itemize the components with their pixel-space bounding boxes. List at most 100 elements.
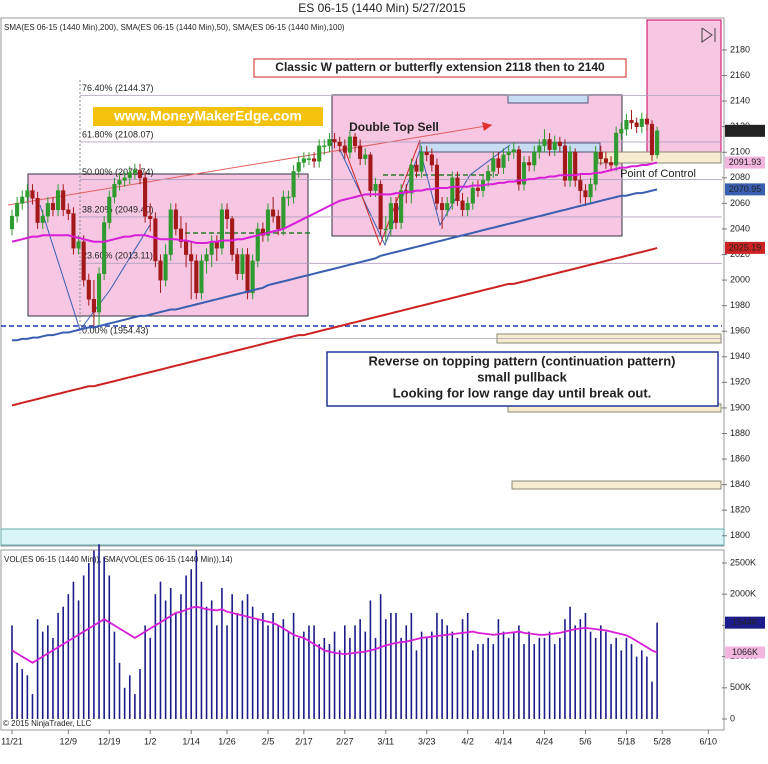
value-label: 1066K	[732, 647, 758, 657]
candle-body	[255, 228, 260, 262]
volume-bar	[251, 606, 254, 720]
candle-body	[250, 260, 255, 294]
candle-body	[634, 122, 639, 127]
candle-body	[168, 209, 173, 255]
volume-bar	[256, 619, 259, 720]
y-tick-label: 2500K	[730, 557, 756, 567]
candle-body	[399, 190, 404, 223]
volume-bar	[77, 600, 80, 720]
candle-body	[537, 145, 542, 153]
y-tick-label: 1860	[730, 453, 750, 463]
candle-body	[352, 136, 358, 147]
zone	[511, 480, 722, 490]
y-tick-label: 2000K	[730, 589, 756, 599]
candle-body	[173, 209, 178, 230]
volume-bar	[277, 625, 280, 720]
x-tick-label: 2/27	[336, 736, 354, 746]
candle-body	[45, 203, 50, 217]
volume-bar	[134, 694, 136, 720]
volume-sma-line	[11, 605, 658, 664]
y-tick-label: 2020	[730, 249, 750, 259]
volume-bar	[400, 637, 402, 720]
candle-body	[30, 190, 35, 199]
volume-bar	[31, 694, 34, 720]
volume-bar	[615, 637, 617, 720]
volume-panel	[0, 549, 725, 731]
candle-body	[578, 180, 583, 191]
volume-bar	[564, 619, 566, 720]
candle-body	[184, 241, 189, 255]
volume-bar	[441, 619, 443, 720]
volume-bar	[646, 656, 648, 720]
volume-bar	[128, 675, 131, 720]
annotation-box	[253, 58, 627, 78]
y-tick-label: 500K	[730, 682, 751, 692]
x-tick-label: 5/6	[579, 736, 592, 746]
candle-body	[56, 190, 61, 211]
candle-body	[224, 209, 230, 219]
x-tick-label: 6/10	[700, 736, 718, 746]
candle-body	[107, 196, 112, 223]
volume-bar	[512, 631, 515, 720]
volume-bar	[425, 637, 428, 720]
candle-body	[501, 154, 506, 168]
candle-body	[296, 162, 301, 172]
volume-bar	[466, 612, 469, 720]
candle-body	[368, 154, 373, 191]
candle-body	[383, 228, 388, 231]
volume-bar	[420, 631, 423, 720]
candle-body	[15, 203, 20, 217]
volume-bar	[57, 612, 59, 720]
candle-body	[245, 254, 250, 294]
volume-bar	[538, 637, 541, 720]
candle-body	[117, 180, 122, 185]
volume-bar	[52, 637, 54, 720]
fib-label: 23.60% (2013.11)	[82, 251, 153, 261]
y-tick-label: 2140	[730, 95, 750, 105]
volume-bar	[144, 625, 146, 720]
volume-bar	[635, 656, 638, 720]
x-tick-label: 2/5	[262, 736, 275, 746]
candle-body	[347, 136, 352, 153]
annotation[interactable]: www.MoneyMakerEdge.com	[113, 108, 302, 124]
candle-body	[429, 154, 434, 166]
volume-bar	[384, 619, 387, 720]
value-label-bg	[725, 124, 765, 137]
candle-body	[450, 177, 455, 204]
volume-bar	[492, 644, 495, 720]
volume-bar	[364, 631, 367, 720]
x-tick-label: 1/14	[182, 736, 200, 746]
candle-body	[445, 203, 450, 211]
volume-bar	[231, 594, 233, 720]
x-tick-label: 4/2	[461, 736, 474, 746]
candle-body	[9, 215, 15, 230]
volume-bar	[11, 625, 13, 720]
value-label-bg	[725, 646, 765, 659]
volume-bar	[574, 625, 576, 720]
candle-body	[91, 299, 96, 313]
candle-body	[603, 158, 608, 163]
candle-body	[424, 151, 429, 156]
candle-body	[291, 171, 296, 198]
candle-body	[639, 118, 644, 127]
volume-bar	[200, 581, 203, 720]
volume-bar	[241, 600, 244, 720]
candle-body	[378, 183, 383, 230]
volume-bar	[272, 612, 274, 720]
volume-bar	[47, 625, 49, 720]
candle-body	[593, 151, 598, 185]
candle-body	[25, 190, 30, 198]
y-tick-label: 1960	[730, 326, 750, 336]
candle-body	[337, 141, 342, 147]
price-panel	[0, 17, 725, 547]
volume-bar	[210, 600, 213, 720]
candle-body	[465, 203, 470, 211]
candle-body	[66, 209, 71, 214]
volume-bar	[236, 612, 239, 720]
volume-bar	[349, 637, 351, 720]
candle-body	[568, 151, 573, 181]
x-tick-label: 5/18	[618, 736, 636, 746]
pattern-line	[339, 144, 511, 247]
volume-bar	[323, 637, 326, 720]
